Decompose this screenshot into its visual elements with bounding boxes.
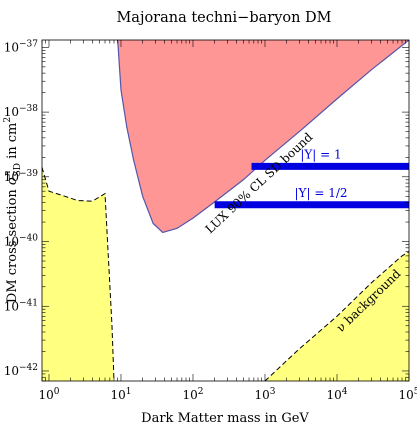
x-tick-label: 100 [38,387,59,402]
y-axis-title: DM cross section σnSD in cm2 [3,117,23,303]
lux-region-fill [117,40,409,233]
x-axis-title: Dark Matter mass in GeV [141,411,309,426]
series-layer [214,162,409,209]
y-tick-label: 10−42 [4,363,38,378]
y-axis-title-unit-sup: 2 [3,117,13,123]
nu-background-region-fill [264,251,409,381]
chart-title: Majorana techni−baryon DM [116,10,331,26]
y-axis-title-prefix: DM cross section [5,185,20,303]
y-tick-label: 10−37 [4,39,39,54]
y-tick-label: 10−38 [4,104,39,119]
series-label: |Y| = 1 [300,147,341,161]
tick-labels-layer: 100 101 102 103 104 105 10−42 10−41 10−40 10−39 10… [4,39,417,402]
series-label: |Y| = 1/2 [295,186,348,200]
x-tick-label: 105 [398,387,417,402]
regions-layer [42,40,409,381]
y-tick-label: 10−41 [4,298,38,313]
x-tick-label: 104 [326,387,347,402]
ticks-layer [41,40,410,382]
nu-background-region-boundary [264,251,409,381]
y-axis-title-sup: n [3,170,13,176]
lux-region-boundary [117,40,409,234]
x-tick-label: 101 [110,387,131,402]
low-mass-region-boundary [42,167,115,381]
x-tick-label: 102 [182,387,203,402]
y-axis-title-sigma: σ [5,175,20,185]
y-axis-title-suffix: in cm [5,123,20,163]
y-tick-label: 10−39 [4,169,39,184]
x-tick-label: 103 [254,387,275,402]
low-mass-region-fill [42,167,114,381]
y-axis-title-sub: SD [13,163,23,176]
y-tick-label: 10−40 [4,234,39,249]
